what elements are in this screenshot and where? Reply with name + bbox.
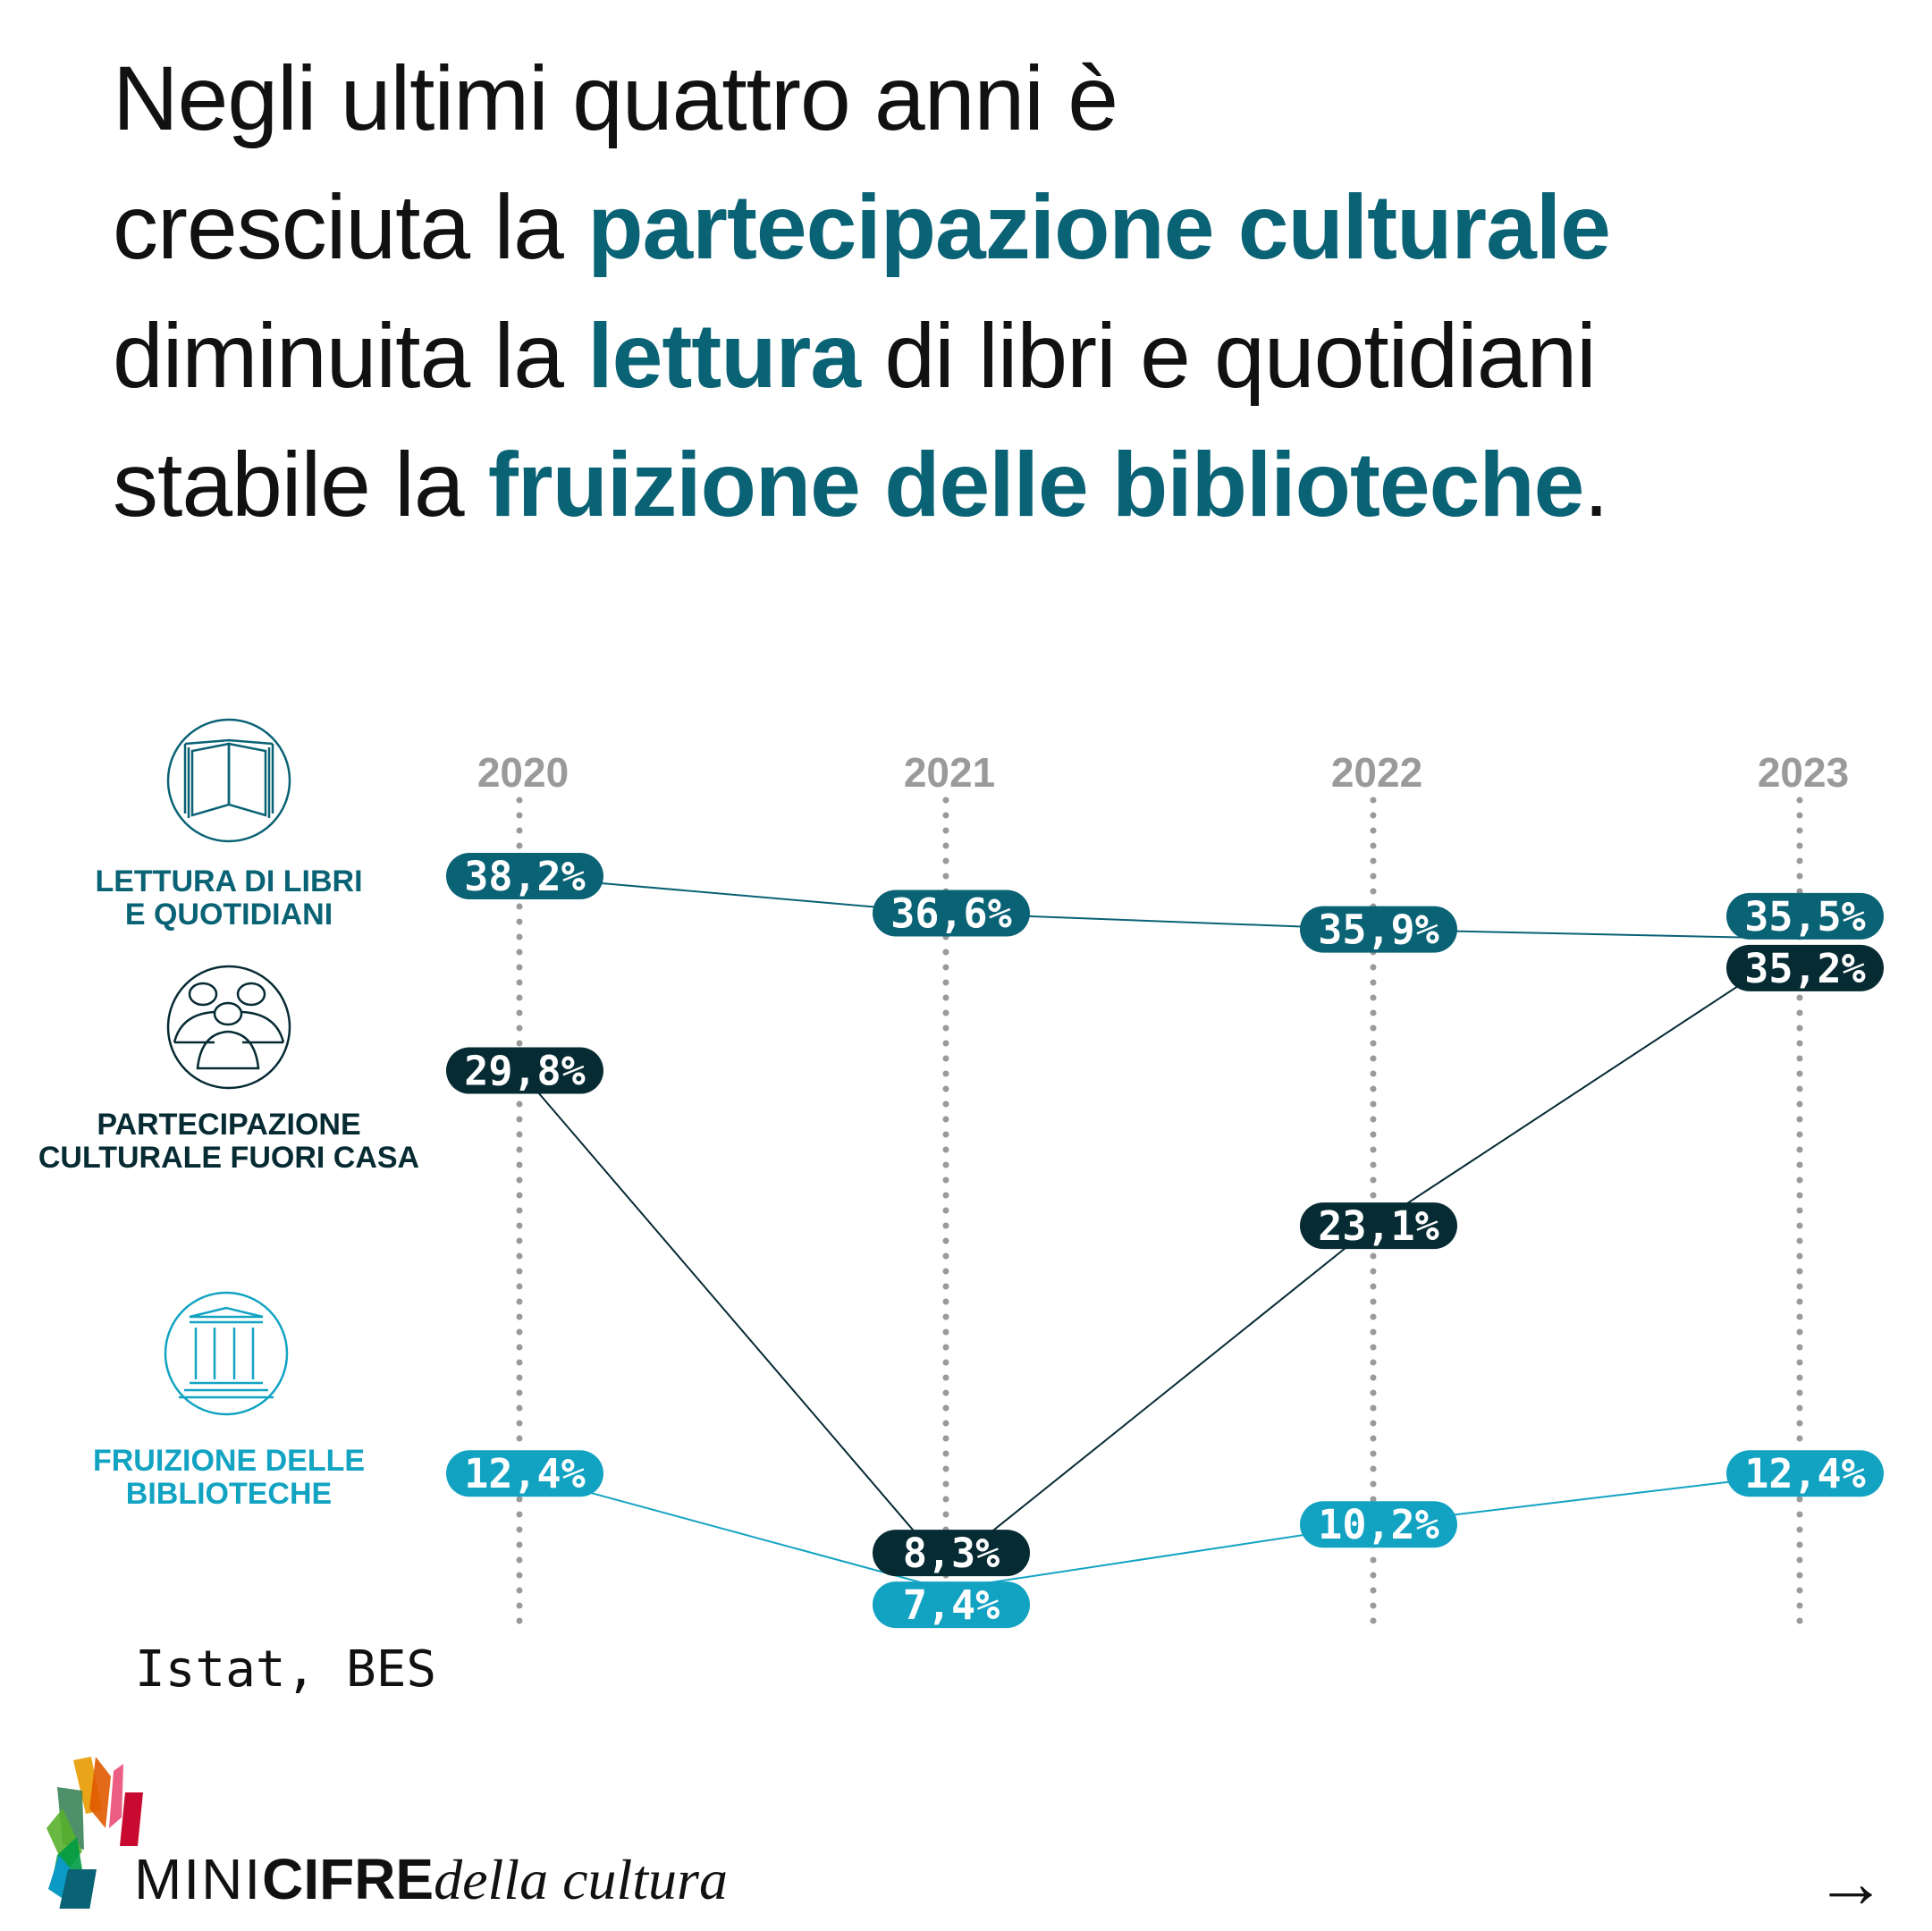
category-label-biblioteche: FRUIZIONE DELLE BIBLIOTECHE (92, 1444, 366, 1511)
headline-line-1: Negli ultimi quattro anni è (113, 47, 1118, 149)
data-pill-0-3 (1726, 892, 1884, 940)
data-pill-0-1 (873, 890, 1030, 937)
data-pill-1-0 (446, 1047, 603, 1094)
people-group-icon (166, 965, 291, 1090)
data-label: 8,3% (903, 1530, 1000, 1577)
series-line-2 (519, 1472, 1801, 1590)
year-label-2020: 2020 (477, 749, 569, 796)
data-label: 35,2% (1744, 945, 1865, 992)
category-label-partecipazione: PARTECIPAZIONE CULTURALE FUORI CASA (38, 1108, 420, 1175)
source-credit: Istat, BES (135, 1640, 437, 1699)
data-pill-0-2 (1300, 906, 1457, 953)
data-pill-0-0 (446, 853, 603, 899)
minicifre-wordmark: MINICIFREdella cultura (134, 1847, 728, 1911)
headline: Negli ultimi quattro anni è cresciuta la… (113, 34, 1919, 549)
series-line-0 (519, 875, 1801, 940)
year-label-2023: 2023 (1758, 749, 1849, 796)
headline-line-2: cresciuta la partecipazione culturale (113, 176, 1611, 278)
data-label: 35,5% (1744, 893, 1865, 940)
library-building-icon (164, 1291, 289, 1416)
highlight-lettura: lettura (587, 305, 861, 407)
data-label: 12,4% (1744, 1450, 1865, 1497)
data-pill-2-0 (446, 1450, 603, 1497)
data-label: 35,9% (1318, 906, 1438, 954)
data-pill-1-3 (1726, 944, 1884, 991)
data-label: 12,4% (464, 1450, 585, 1497)
data-label: 7,4% (903, 1581, 1000, 1629)
data-label: 23,1% (1318, 1202, 1438, 1250)
data-pill-2-3 (1726, 1450, 1884, 1497)
year-label-2022: 2022 (1331, 749, 1422, 796)
data-pill-2-2 (1300, 1501, 1457, 1548)
data-pill-1-2 (1300, 1202, 1457, 1250)
year-label-2021: 2021 (904, 749, 995, 796)
data-label: 10,2% (1318, 1501, 1438, 1548)
highlight-partecipazione: partecipazione culturale (587, 176, 1611, 278)
series-line-1 (519, 944, 1801, 1570)
headline-line-4: stabile la fruizione delle biblioteche. (113, 434, 1609, 535)
minicifre-logo-mark (46, 1757, 143, 1909)
data-label: 29,8% (464, 1048, 585, 1095)
category-label-lettura: LETTURA DI LIBRI E QUOTIDIANI (95, 864, 363, 932)
arrow-right-icon[interactable]: → (1815, 1842, 1886, 1922)
data-pill-1-1 (873, 1530, 1030, 1577)
data-pill-2-1 (873, 1581, 1030, 1629)
data-label: 38,2% (464, 853, 585, 900)
open-book-icon (166, 718, 291, 843)
data-label: 36,6% (890, 890, 1011, 937)
highlight-biblioteche: fruizione delle biblioteche (487, 434, 1584, 535)
headline-line-3: diminuita la lettura di libri e quotidia… (113, 305, 1597, 407)
